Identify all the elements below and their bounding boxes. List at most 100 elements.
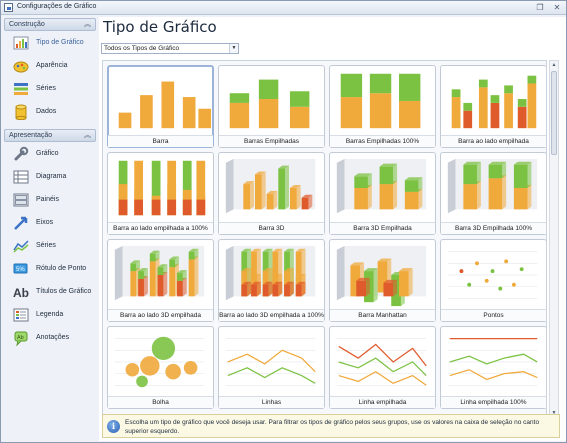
sidebar: Construção ︽ Tipo de Gráfico Aparência S… xyxy=(3,17,97,441)
collapse-chevron-icon[interactable]: ︽ xyxy=(84,132,91,139)
axes-icon xyxy=(14,216,28,230)
info-text: Escolha um tipo de gráfico que você dese… xyxy=(125,419,540,435)
chart-type-tile[interactable]: Pontos xyxy=(440,239,546,322)
dropdown-arrow-icon[interactable]: ▼ xyxy=(229,44,238,53)
chart-type-tile[interactable]: Barras Empilhadas xyxy=(218,65,325,148)
chart-preview-thumbnail xyxy=(114,245,205,301)
chart-preview-thumbnail xyxy=(336,158,427,214)
tile-label: Bolha xyxy=(108,396,213,408)
chart-type-tile[interactable]: Barras Empilhadas 100% xyxy=(329,65,436,148)
tile-label: Barra ao lado empilhada xyxy=(441,135,546,147)
chart-preview-thumbnail xyxy=(114,336,205,388)
tile-label: Barra xyxy=(108,135,213,147)
gallery-scrollbar[interactable]: ▲ ▼ xyxy=(549,60,559,418)
tile-label: Pontos xyxy=(441,309,546,321)
sidebar-item-annotations[interactable]: Ab Anotações xyxy=(3,326,97,349)
chart-preview-thumbnail xyxy=(229,79,310,129)
chart-preview-thumbnail xyxy=(336,338,427,386)
chart-preview-thumbnail xyxy=(118,160,206,216)
chart-preview-thumbnail xyxy=(447,251,538,299)
chart-type-gallery: Barra Barras Empilhadas Barras Empilhadas … xyxy=(102,60,547,418)
group-header-presentation[interactable]: Apresentação ︽ xyxy=(4,129,96,142)
sidebar-item-series-presentation[interactable]: Séries xyxy=(3,234,97,257)
chart-type-tile[interactable]: Barra ao lado 3D empilhada xyxy=(107,239,214,322)
chart-preview-thumbnail xyxy=(225,158,316,214)
chart-type-tile[interactable]: Barra ao lado 3D empilhada a 100% xyxy=(218,239,325,322)
sidebar-item-appearance[interactable]: Aparência xyxy=(3,54,97,77)
svg-text:Ab: Ab xyxy=(13,286,29,300)
sidebar-item-point-label[interactable]: 5% Rótulo de Ponto xyxy=(3,257,97,280)
sidebar-item-data[interactable]: Dados xyxy=(3,100,97,123)
palette-icon xyxy=(13,61,29,72)
group-label: Construção xyxy=(9,21,45,28)
sidebar-item-axes[interactable]: Eixos xyxy=(3,211,97,234)
scroll-up-icon[interactable]: ▲ xyxy=(551,62,557,68)
chart-preview-thumbnail xyxy=(336,245,427,307)
chart-type-tile[interactable]: Barra 3D Empilhada xyxy=(329,152,436,235)
chart-type-tile[interactable]: Linha empilhada 100% xyxy=(440,326,546,409)
sidebar-item-label: Anotações xyxy=(36,334,70,341)
sidebar-item-label: Painéis xyxy=(36,196,59,203)
sidebar-item-label: Séries xyxy=(36,242,56,249)
chart-type-tile[interactable]: Bolha xyxy=(107,326,214,409)
chart-preview-thumbnail xyxy=(447,158,538,214)
sidebar-item-label: Dados xyxy=(36,108,57,115)
sidebar-item-label: Títulos de Gráfico xyxy=(36,288,92,295)
sidebar-item-chart-type[interactable]: Tipo de Gráfico xyxy=(3,31,97,54)
restore-button[interactable]: ❐ xyxy=(536,3,544,12)
app-icon xyxy=(4,3,13,12)
tile-label: Barra 3D Empilhada xyxy=(330,222,435,234)
chart-type-tile[interactable]: Barra ao lado empilhada a 100% xyxy=(107,152,214,235)
annotations-icon: Ab xyxy=(14,331,28,346)
sidebar-item-chart-titles[interactable]: Ab Títulos de Gráfico xyxy=(3,280,97,303)
sidebar-item-label: Legenda xyxy=(36,311,64,318)
tile-label: Barra 3D xyxy=(219,222,324,234)
wrench-icon xyxy=(14,146,29,160)
title-bar: Configurações de Gráfico ❐ ✕ xyxy=(1,1,566,15)
info-bar: i Escolha um tipo de gráfico que você de… xyxy=(102,414,560,438)
chart-titles-icon: Ab xyxy=(13,286,29,300)
chart-preview-thumbnail xyxy=(118,81,212,129)
chart-type-tile[interactable]: Barra ao lado empilhada xyxy=(440,65,546,148)
chart-preview-thumbnail xyxy=(225,338,316,386)
chart-type-tile[interactable]: Barra Manhattan xyxy=(329,239,436,322)
info-icon: i xyxy=(107,420,120,433)
chart-type-tile[interactable]: Barra xyxy=(107,65,214,148)
sidebar-item-panes[interactable]: Painéis xyxy=(3,188,97,211)
chart-type-tile[interactable]: Linha empilhada xyxy=(329,326,436,409)
sidebar-item-label: Séries xyxy=(36,85,56,92)
tile-label: Linha empilhada xyxy=(330,396,435,408)
scroll-down-icon[interactable]: ▼ xyxy=(551,410,557,416)
chart-type-filter-select[interactable]: Todos os Tipos de Gráfico ▼ xyxy=(101,43,239,54)
chart-preview-thumbnail xyxy=(451,75,537,129)
chart-preview-thumbnail xyxy=(447,338,538,386)
close-button[interactable]: ✕ xyxy=(553,3,561,12)
sidebar-item-legend[interactable]: Legenda xyxy=(3,303,97,326)
scroll-thumb[interactable] xyxy=(551,71,557,155)
chart-type-tile[interactable]: Barra 3D xyxy=(218,152,325,235)
sidebar-item-label: Gráfico xyxy=(36,150,59,157)
series-icon xyxy=(13,239,29,253)
page-title: Tipo de Gráfico xyxy=(103,18,217,36)
database-icon xyxy=(15,104,27,120)
tile-label: Barras Empilhadas xyxy=(219,135,324,147)
chart-type-icon xyxy=(13,36,29,49)
tile-frame xyxy=(107,65,214,148)
chart-type-tile[interactable]: Linhas xyxy=(218,326,325,409)
group-header-construction[interactable]: Construção ︽ xyxy=(4,18,96,31)
sidebar-item-label: Diagrama xyxy=(36,173,67,180)
svg-text:Ab: Ab xyxy=(17,335,24,341)
diagram-icon xyxy=(13,170,29,183)
tile-label: Barra Manhattan xyxy=(330,309,435,321)
sidebar-item-diagram[interactable]: Diagrama xyxy=(3,165,97,188)
sidebar-item-label: Aparência xyxy=(36,62,68,69)
sidebar-item-series[interactable]: Séries xyxy=(3,77,97,100)
main-panel: Tipo de Gráfico Todos os Tipos de Gráfic… xyxy=(99,17,566,441)
collapse-chevron-icon[interactable]: ︽ xyxy=(84,21,91,28)
chart-preview-thumbnail xyxy=(340,73,421,129)
series-icon xyxy=(14,82,28,95)
sidebar-item-chart[interactable]: Gráfico xyxy=(3,142,97,165)
legend-icon xyxy=(13,308,29,321)
chart-type-tile[interactable]: Barra 3D Empilhada 100% xyxy=(440,152,546,235)
